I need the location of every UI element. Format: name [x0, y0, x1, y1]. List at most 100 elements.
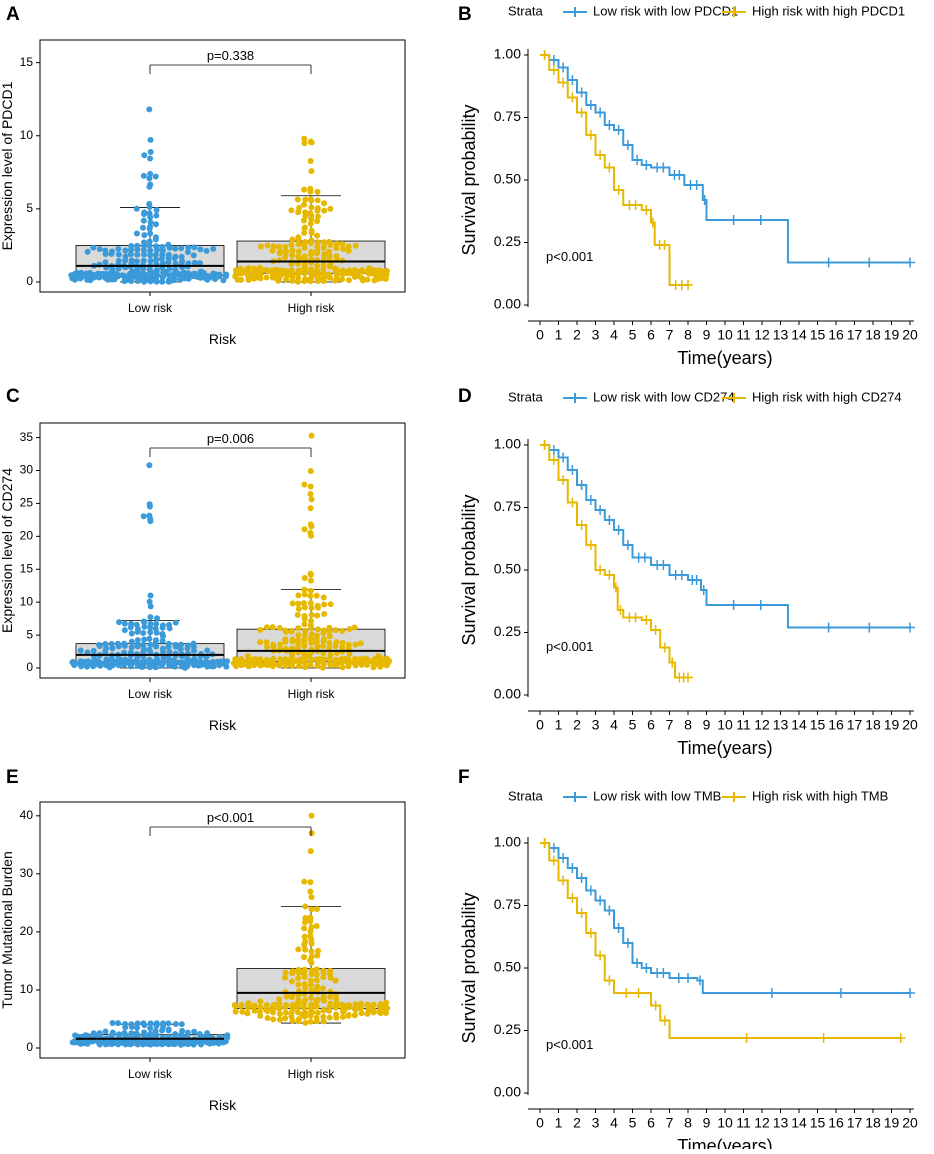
data-point — [121, 1029, 128, 1036]
data-point — [269, 247, 276, 254]
y-tick-label: 5 — [26, 201, 33, 215]
data-point — [140, 217, 147, 224]
data-point — [301, 224, 308, 231]
data-point — [184, 273, 191, 280]
data-point — [301, 919, 308, 926]
data-point — [81, 1040, 88, 1047]
data-point — [302, 267, 309, 274]
y-tick-label: 0 — [26, 274, 33, 288]
y-tick-label: 10 — [20, 128, 34, 142]
data-point — [166, 662, 173, 669]
data-point — [307, 185, 314, 192]
data-point — [159, 637, 166, 644]
panel-E: E 0 10 20 30 40 Tumor Mutational Burden Low ris… — [0, 767, 406, 1113]
x-tick-label: 12 — [754, 1115, 770, 1131]
data-point — [128, 257, 135, 264]
data-point — [178, 245, 185, 252]
x-tick-label: High risk — [288, 687, 336, 701]
data-point — [383, 662, 390, 669]
data-point — [133, 205, 140, 212]
data-point — [276, 996, 283, 1003]
data-point — [383, 999, 390, 1006]
x-tick-label: 10 — [717, 717, 733, 733]
data-point — [185, 244, 192, 251]
legend-label: Low risk with low PDCD1 — [593, 3, 738, 18]
data-point — [146, 512, 153, 519]
data-point — [141, 211, 148, 218]
data-point — [307, 220, 314, 227]
data-point — [133, 230, 140, 237]
data-point — [273, 274, 280, 281]
data-point — [301, 278, 308, 285]
data-point — [134, 1024, 141, 1031]
data-point — [138, 659, 145, 666]
data-point — [332, 627, 339, 634]
data-point — [277, 641, 284, 648]
data-point — [232, 1008, 239, 1015]
data-point — [146, 657, 153, 664]
data-point — [257, 626, 264, 633]
data-point — [358, 1010, 365, 1017]
data-point — [128, 638, 135, 645]
km-curve-1 — [540, 444, 688, 679]
data-point — [184, 642, 191, 649]
data-point — [302, 903, 309, 910]
data-point — [215, 273, 222, 280]
y-tick-label: 0.50 — [494, 959, 521, 975]
data-point — [115, 251, 122, 258]
data-point — [326, 1014, 333, 1021]
data-point — [146, 225, 153, 232]
data-point — [266, 659, 273, 666]
data-point — [276, 1010, 283, 1017]
legend-label: High risk with high TMB — [752, 788, 888, 803]
data-point — [245, 663, 252, 670]
y-tick-label: 0.25 — [494, 623, 521, 639]
data-point — [257, 639, 264, 646]
data-point — [351, 624, 358, 631]
panel-letter: F — [458, 767, 470, 788]
x-tick-label: 0 — [536, 327, 544, 343]
y-axis-label: Survival probability — [459, 494, 479, 645]
data-point — [165, 259, 172, 266]
p-value: p<0.001 — [207, 810, 254, 825]
data-point — [152, 1028, 159, 1035]
data-point — [295, 997, 302, 1004]
x-tick-label: 16 — [828, 1115, 844, 1131]
data-point — [307, 593, 314, 600]
data-point — [357, 268, 364, 275]
data-point — [147, 614, 154, 621]
data-point — [172, 245, 179, 252]
data-point — [275, 243, 282, 250]
data-point — [308, 812, 315, 819]
data-point — [190, 1041, 197, 1048]
data-point — [313, 269, 320, 276]
x-tick-label: Low risk — [128, 1067, 173, 1081]
data-point — [362, 655, 369, 662]
plot-frame — [39, 801, 406, 1059]
x-tick-label: 7 — [666, 717, 674, 733]
data-point — [295, 946, 302, 953]
data-point — [333, 1014, 340, 1021]
data-point — [325, 271, 332, 278]
data-point — [333, 240, 340, 247]
data-point — [295, 241, 302, 248]
data-point — [313, 592, 320, 599]
x-tick-label: 5 — [629, 1115, 637, 1131]
data-point — [295, 248, 302, 255]
data-point — [301, 526, 308, 533]
data-point — [168, 657, 175, 664]
data-point — [165, 640, 172, 647]
data-point — [332, 977, 339, 984]
data-point — [289, 273, 296, 280]
data-point — [282, 250, 289, 257]
x-tick-label: 5 — [629, 327, 637, 343]
panel-letter: B — [458, 4, 472, 25]
data-point — [295, 1018, 302, 1025]
plot-frame — [39, 39, 406, 293]
data-point — [301, 604, 308, 611]
data-point — [109, 1029, 116, 1036]
y-tick-label: 0.75 — [494, 108, 521, 124]
data-point — [146, 183, 153, 190]
x-tick-label: 13 — [773, 327, 789, 343]
